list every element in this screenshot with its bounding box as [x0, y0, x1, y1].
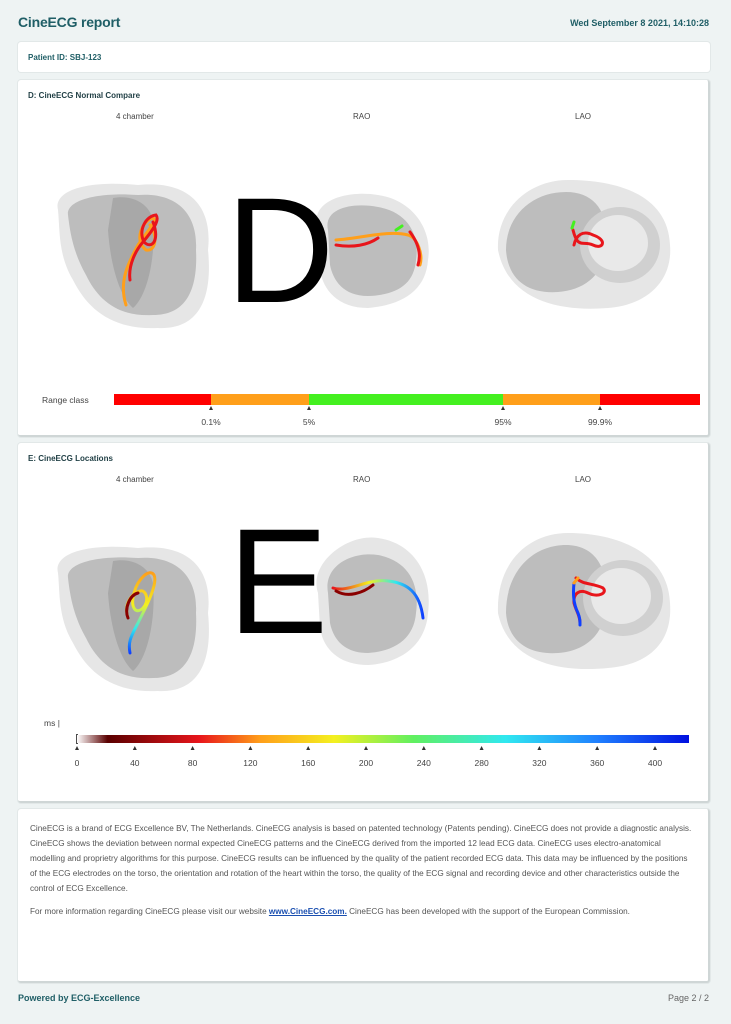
scale-tick-label: 120 — [243, 758, 257, 768]
scale-tick-mark — [595, 746, 600, 750]
heart-4-chamber-e — [57, 546, 209, 692]
range-class-bar — [114, 394, 700, 405]
range-tick-label: 99.9% — [588, 417, 613, 427]
disclaimer-panel: CineECG is a brand of ECG Excellence BV,… — [18, 809, 710, 983]
scale-tick-mark — [364, 746, 368, 750]
patient-id-bar: Patient ID: SBJ-123 — [18, 42, 710, 72]
view-label-4-chamber: 4 chamber — [116, 475, 154, 484]
normal-compare-panel: D: CineECG Normal Compare 4 chamber RAO … — [18, 80, 710, 437]
ms-color-scale — [77, 735, 689, 743]
ms-unit-label: ms | — [44, 718, 60, 728]
heart-models-e: ms | 0 40 80 120 160 200 240 280 320 360 400 — [44, 533, 689, 768]
heart-rao-d — [316, 193, 429, 308]
scale-tick-label: 320 — [532, 758, 546, 768]
view-label-rao: RAO — [353, 112, 371, 121]
view-label-lao: LAO — [575, 112, 592, 121]
heart-lao-e — [497, 533, 671, 670]
range-tick-label: 95% — [494, 417, 511, 427]
scale-tick-mark — [190, 746, 195, 750]
range-ticks: 0.1% 5% 95% 99.9% — [201, 406, 612, 427]
scale-tick-label: 400 — [648, 758, 662, 768]
scale-tick-label: 160 — [301, 758, 315, 768]
scale-tick-label: 240 — [417, 758, 431, 768]
overlay-letter-d: D — [226, 166, 335, 334]
page-number: Page 2 / 2 — [667, 993, 709, 1003]
disclaimer-text: CineECG is a brand of ECG Excellence BV,… — [30, 821, 696, 927]
patient-id-label: Patient ID: SBJ-123 — [28, 53, 102, 62]
scale-tick-mark — [75, 746, 79, 750]
scale-tick-label: 0 — [75, 758, 80, 768]
panel-d-title: D: CineECG Normal Compare — [28, 91, 141, 100]
scale-tick-mark — [653, 746, 657, 750]
scale-tick-label: 360 — [590, 758, 604, 768]
view-label-lao: LAO — [575, 475, 592, 484]
view-label-rao: RAO — [353, 475, 371, 484]
scale-tick-mark — [248, 746, 253, 750]
range-tick-label: 5% — [303, 417, 316, 427]
more-info-prefix: For more information regarding CineECG p… — [30, 907, 269, 916]
report-title: CineECG report — [18, 14, 121, 30]
disclaimer-paragraph: CineECG is a brand of ECG Excellence BV,… — [30, 824, 692, 893]
more-info-suffix: CineECG has been developed with the supp… — [346, 907, 630, 916]
overlay-letter-e: E — [228, 497, 329, 665]
range-tick-label: 0.1% — [201, 417, 221, 427]
scale-tick-mark — [479, 746, 484, 750]
view-label-4-chamber: 4 chamber — [116, 112, 154, 121]
range-class-label: Range class — [42, 395, 89, 405]
ms-scale-ticks: 0 40 80 120 160 200 240 280 320 360 400 — [75, 746, 662, 768]
powered-by-footer: Powered by ECG-Excellence — [18, 993, 141, 1003]
scale-tick-mark — [421, 746, 426, 750]
scale-tick-label: 200 — [359, 758, 373, 768]
heart-models-d: Range class 0.1% 5% 95% 99.9% — [42, 180, 700, 427]
scale-tick-mark — [132, 746, 137, 750]
panel-e-title: E: CineECG Locations — [28, 454, 113, 463]
scale-tick-mark — [306, 746, 311, 750]
scale-tick-label: 80 — [188, 758, 198, 768]
more-info-paragraph: For more information regarding CineECG p… — [30, 904, 696, 919]
heart-rao-e — [316, 537, 429, 665]
scale-tick-label: 280 — [475, 758, 489, 768]
scale-tick-label: 40 — [130, 758, 140, 768]
website-link[interactable]: www.CineECG.com. — [268, 907, 347, 916]
locations-panel: E: CineECG Locations 4 chamber RAO LAO — [18, 443, 710, 803]
scale-tick-mark — [537, 746, 542, 750]
report-date: Wed September 8 2021, 14:10:28 — [570, 18, 709, 28]
